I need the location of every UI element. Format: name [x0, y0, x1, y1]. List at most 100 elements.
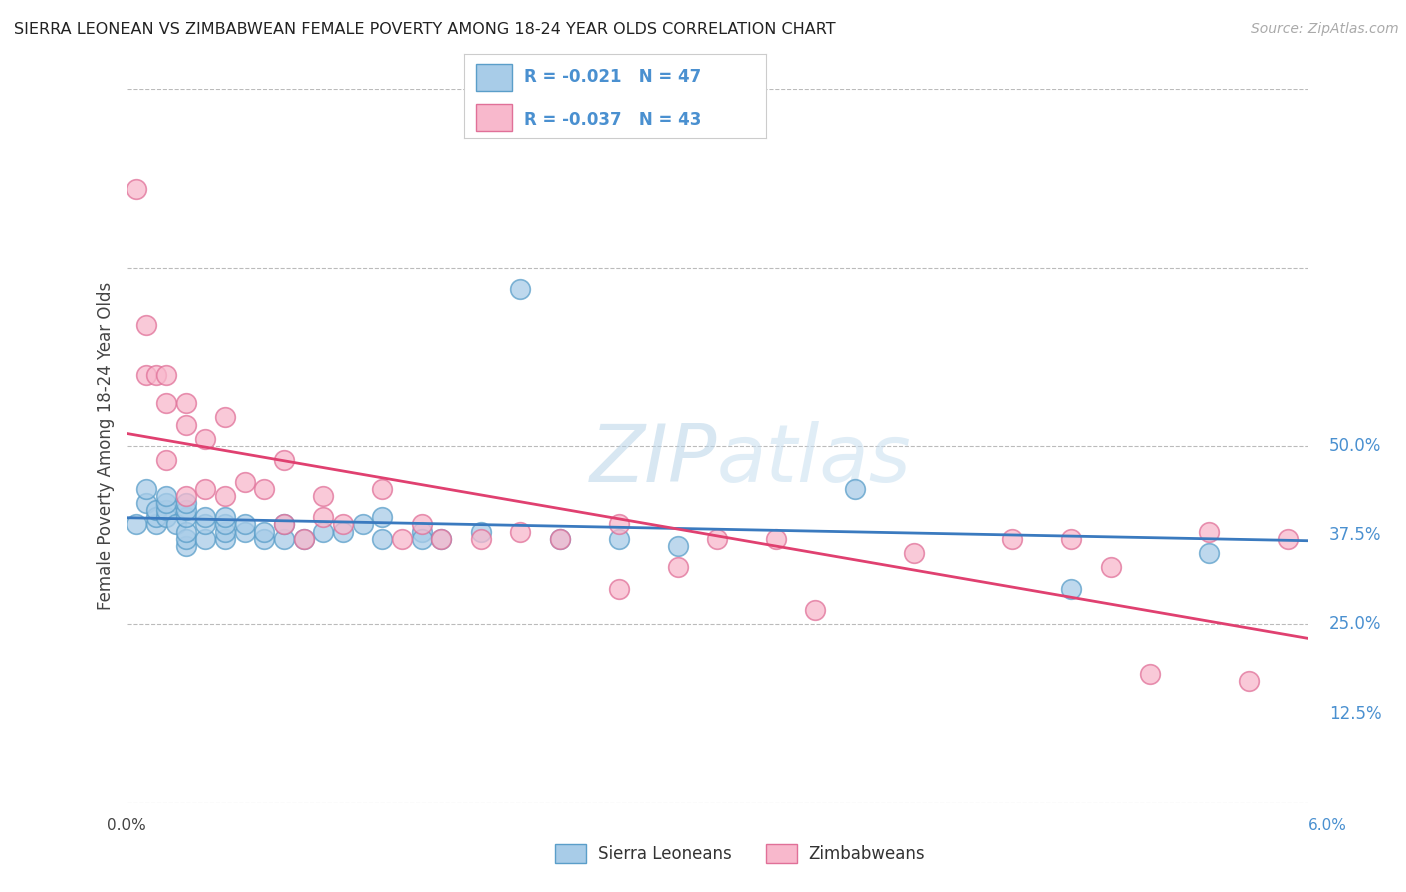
Point: [155, 396, 177, 410]
Point: [135, 496, 157, 510]
Point: [844, 482, 866, 496]
Point: [1139, 667, 1161, 681]
Point: [509, 282, 531, 296]
Point: [233, 517, 256, 532]
Point: [312, 524, 335, 539]
Point: [145, 503, 167, 517]
Point: [174, 396, 197, 410]
Point: [292, 532, 315, 546]
Text: 37.5%: 37.5%: [1329, 526, 1381, 544]
Point: [706, 532, 728, 546]
Point: [253, 532, 276, 546]
Point: [1001, 532, 1024, 546]
Point: [273, 517, 295, 532]
Point: [273, 532, 295, 546]
Point: [1198, 524, 1220, 539]
Point: [607, 517, 630, 532]
Text: SIERRA LEONEAN VS ZIMBABWEAN FEMALE POVERTY AMONG 18-24 YEAR OLDS CORRELATION CH: SIERRA LEONEAN VS ZIMBABWEAN FEMALE POVE…: [14, 22, 835, 37]
Point: [125, 517, 148, 532]
Point: [155, 368, 177, 382]
Text: Sierra Leoneans: Sierra Leoneans: [598, 845, 731, 863]
Point: [430, 532, 453, 546]
Point: [253, 524, 276, 539]
Point: [470, 532, 492, 546]
Point: [332, 517, 354, 532]
Point: [391, 532, 413, 546]
Point: [194, 482, 217, 496]
Point: [411, 532, 433, 546]
Point: [125, 182, 148, 196]
Point: [371, 510, 394, 524]
Point: [135, 368, 157, 382]
Point: [371, 482, 394, 496]
Text: atlas: atlas: [717, 421, 912, 500]
Text: Zimbabweans: Zimbabweans: [808, 845, 925, 863]
Point: [155, 503, 177, 517]
Point: [804, 603, 827, 617]
Point: [155, 489, 177, 503]
Point: [273, 517, 295, 532]
Point: [194, 510, 217, 524]
Text: 25.0%: 25.0%: [1329, 615, 1381, 633]
Point: [214, 489, 236, 503]
Point: [765, 532, 787, 546]
Point: [607, 582, 630, 596]
Point: [194, 532, 217, 546]
Point: [548, 532, 571, 546]
Point: [548, 532, 571, 546]
Point: [214, 532, 236, 546]
Point: [214, 410, 236, 425]
Point: [1237, 674, 1260, 689]
Point: [332, 524, 354, 539]
Point: [1099, 560, 1122, 574]
FancyBboxPatch shape: [477, 104, 512, 131]
Point: [1198, 546, 1220, 560]
Text: Source: ZipAtlas.com: Source: ZipAtlas.com: [1251, 22, 1399, 37]
Point: [509, 524, 531, 539]
Text: R = -0.037   N = 43: R = -0.037 N = 43: [524, 111, 702, 128]
Point: [194, 432, 217, 446]
Point: [273, 453, 295, 467]
Point: [607, 532, 630, 546]
Point: [174, 510, 197, 524]
Point: [174, 489, 197, 503]
Point: [135, 318, 157, 332]
Text: 12.5%: 12.5%: [1329, 705, 1381, 723]
Point: [233, 524, 256, 539]
Point: [174, 532, 197, 546]
Point: [666, 539, 689, 553]
Text: ZIP: ZIP: [589, 421, 717, 500]
Point: [292, 532, 315, 546]
Point: [253, 482, 276, 496]
Point: [214, 517, 236, 532]
Point: [1060, 582, 1083, 596]
Point: [666, 560, 689, 574]
Point: [174, 503, 197, 517]
Point: [470, 524, 492, 539]
Point: [214, 524, 236, 539]
Point: [155, 453, 177, 467]
Point: [174, 417, 197, 432]
Point: [1060, 532, 1083, 546]
Point: [145, 510, 167, 524]
Point: [903, 546, 925, 560]
Point: [214, 510, 236, 524]
Point: [312, 510, 335, 524]
Text: R = -0.021   N = 47: R = -0.021 N = 47: [524, 69, 702, 87]
Point: [145, 517, 167, 532]
Text: 0.0%: 0.0%: [107, 818, 146, 832]
Point: [145, 368, 167, 382]
Point: [155, 510, 177, 524]
Point: [165, 517, 187, 532]
Point: [411, 517, 433, 532]
Point: [371, 532, 394, 546]
Point: [430, 532, 453, 546]
Point: [174, 496, 197, 510]
Point: [312, 489, 335, 503]
Point: [233, 475, 256, 489]
Text: 50.0%: 50.0%: [1329, 437, 1381, 455]
Point: [174, 539, 197, 553]
Y-axis label: Female Poverty Among 18-24 Year Olds: Female Poverty Among 18-24 Year Olds: [97, 282, 115, 610]
Point: [135, 482, 157, 496]
Point: [411, 524, 433, 539]
